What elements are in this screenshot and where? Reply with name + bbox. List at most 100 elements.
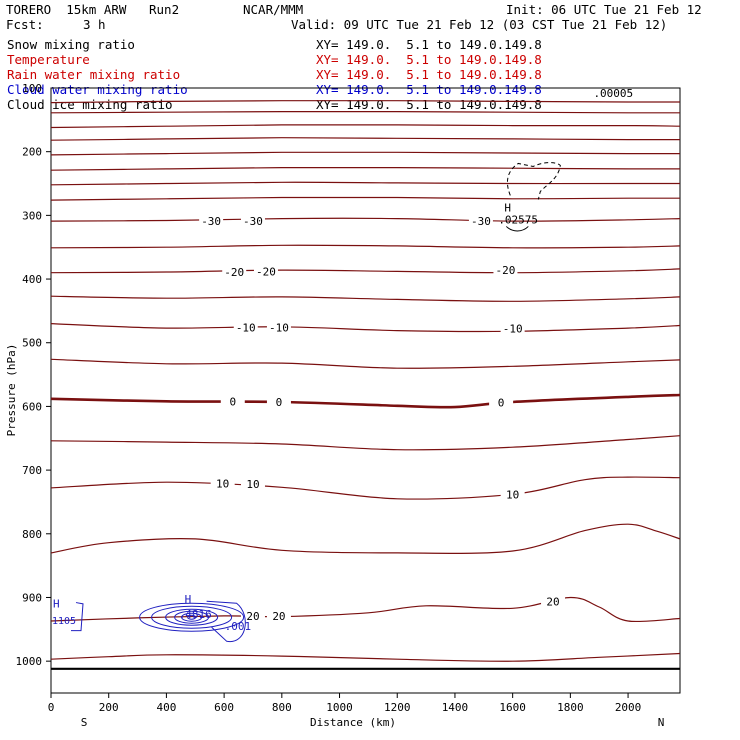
- contour-label-bg: [266, 608, 291, 621]
- contour-label-bg: [240, 214, 265, 227]
- valid-time: Valid: 09 UTC Tue 21 Feb 12 (03 CST Tue …: [291, 17, 668, 32]
- contour-label-bg: [240, 477, 265, 490]
- x-tick-label: 1000: [326, 701, 353, 714]
- y-tick-label: 600: [22, 400, 42, 413]
- cloud-water-left-value: 1105: [52, 616, 76, 627]
- contour-label-bg: [541, 594, 566, 607]
- temperature-label: -10: [503, 323, 523, 336]
- x-tick-label: 600: [214, 701, 234, 714]
- temperature-contour: [50, 596, 681, 623]
- temperature-label: -20: [496, 264, 516, 277]
- temperature-label: -20: [224, 266, 244, 279]
- contour-label-bg: [220, 394, 245, 407]
- temperature-contour: [50, 393, 681, 409]
- temperature-contour: [50, 100, 681, 104]
- x-tick-label: 1800: [557, 701, 584, 714]
- temperature-label: 0: [276, 396, 283, 409]
- x-tick-label: 800: [272, 701, 292, 714]
- north-end-label: N: [658, 716, 665, 729]
- contour-label-bg: [468, 214, 493, 227]
- contour-label-bg: [493, 263, 518, 276]
- contour-label-bg: [253, 264, 278, 277]
- temperature-contour: [50, 523, 681, 554]
- temperature-contour: [50, 181, 680, 186]
- temperature-contour: [50, 323, 681, 333]
- contour-label-bg: [199, 214, 224, 227]
- temperature-contour: [50, 295, 681, 302]
- contour-label-bg: [489, 395, 514, 408]
- temperature-contour: [50, 110, 681, 114]
- temperature-contour: [50, 151, 681, 156]
- temperature-contour: [50, 435, 681, 451]
- y-tick-label: 800: [22, 528, 42, 541]
- field-xy: XY= 149.0. 5.1 to 149.0.149.8: [316, 37, 542, 52]
- cloud-water-contour: [139, 602, 245, 632]
- x-tick-label: 200: [99, 701, 119, 714]
- temperature-label: 20: [546, 595, 559, 608]
- temperature-contour: [50, 358, 681, 369]
- cloud-water-left-marker: H: [53, 598, 60, 611]
- temperature-contour: [50, 217, 681, 222]
- cloud-water-contour: [206, 600, 246, 642]
- field-name: Temperature: [7, 52, 90, 67]
- contour-label-bg: [266, 394, 291, 407]
- cloud-water-contour: [151, 605, 233, 629]
- contour-label-bg: [240, 608, 265, 621]
- x-tick-label: 1200: [384, 701, 411, 714]
- cloud-water-contour: [165, 608, 219, 626]
- temperature-contour: [50, 196, 681, 201]
- temperature-contour: [50, 124, 681, 129]
- temperature-label: 0: [498, 397, 505, 410]
- temperature-label: -30: [201, 215, 221, 228]
- cloud-water-contour: [187, 614, 197, 620]
- contour-label-bg: [500, 487, 525, 500]
- field-xy: XY= 149.0. 5.1 to 149.0.149.8: [316, 82, 542, 97]
- y-tick-label: 500: [22, 337, 42, 350]
- temperature-label: -30: [243, 215, 263, 228]
- temperature-label: 10: [216, 477, 229, 490]
- temperature-label: 10: [506, 488, 519, 501]
- field-name: Cloud water mixing ratio: [7, 82, 188, 97]
- temperature-contour: [50, 244, 681, 249]
- temperature-contour: [50, 137, 681, 141]
- temperature-contour: [50, 652, 681, 662]
- init-time: Init: 06 UTC Tue 21 Feb 12: [506, 2, 702, 17]
- cloud-water-contour: [181, 612, 203, 622]
- y-tick-label: 300: [22, 209, 42, 222]
- y-tick-label: 900: [22, 591, 42, 604]
- contour-label-bg: [266, 320, 291, 333]
- field-name: Snow mixing ratio: [7, 37, 135, 52]
- cloud-water-contour: [71, 602, 84, 632]
- y-tick-label: 100: [22, 82, 42, 95]
- temperature-label: -30: [471, 215, 491, 228]
- contour-label-bg: [500, 321, 525, 334]
- y-axis-title: Pressure (hPa): [5, 344, 18, 437]
- y-tick-label: 400: [22, 273, 42, 286]
- ice-max-marker: H: [504, 201, 511, 214]
- temperature-contour: [50, 166, 681, 171]
- field-name: Rain water mixing ratio: [7, 67, 181, 82]
- y-tick-label: 200: [22, 146, 42, 159]
- ice-top-value: .00005: [593, 87, 633, 100]
- temperature-label: -20: [256, 265, 276, 278]
- org-label: NCAR/MMM: [243, 2, 304, 17]
- forecast-value: 3 h: [83, 17, 106, 32]
- temperature-label: 20: [272, 610, 285, 623]
- plot-frame: [50, 87, 681, 694]
- south-end-label: S: [81, 716, 88, 729]
- ice-contour: [506, 162, 561, 200]
- x-tick-label: 0: [48, 701, 55, 714]
- y-tick-label: 700: [22, 464, 42, 477]
- temperature-label: 10: [246, 478, 259, 491]
- temperature-contour: [50, 268, 681, 274]
- cloud-water-max-value: .4816: [179, 608, 212, 621]
- temperature-contour: [50, 476, 681, 500]
- x-tick-label: 1600: [499, 701, 526, 714]
- contour-label-bg: [233, 320, 258, 333]
- temperature-label: -10: [236, 321, 256, 334]
- y-tick-label: 1000: [16, 655, 43, 668]
- contour-label-bg: [210, 476, 235, 489]
- field-xy: XY= 149.0. 5.1 to 149.0.149.8: [316, 52, 542, 67]
- temperature-label: 0: [229, 395, 236, 408]
